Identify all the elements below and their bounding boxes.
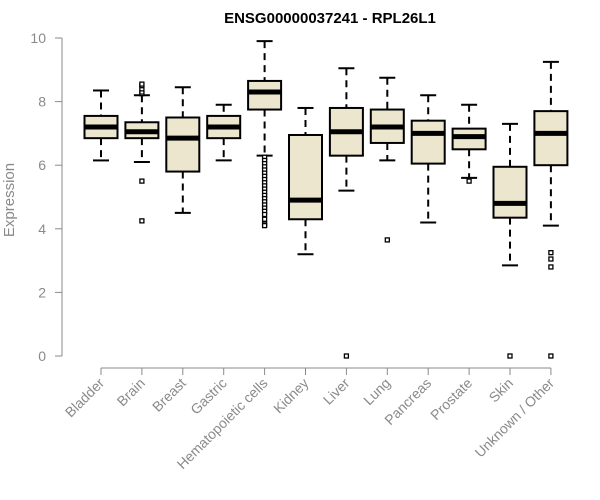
iqr-box [247, 79, 283, 111]
x-tick-label: Skin [486, 375, 517, 406]
x-tick-label: Breast [149, 375, 189, 415]
outlier-point [548, 249, 554, 256]
outlier-point [261, 211, 268, 218]
y-axis-label: Expression [1, 163, 18, 237]
box-pancreas [410, 94, 446, 224]
box-liver [328, 67, 364, 359]
outlier-point [261, 216, 268, 222]
box-brain [124, 81, 160, 224]
outlier-point [139, 218, 145, 224]
y-tick-label: 2 [38, 284, 46, 300]
box-hematopoietic-cells [247, 40, 283, 229]
y-tick-label: 6 [38, 157, 46, 173]
outlier-point [343, 353, 350, 359]
outlier-point [548, 353, 554, 359]
y-tick-label: 8 [38, 94, 46, 110]
iqr-box [533, 110, 569, 167]
iqr-box [410, 119, 446, 165]
chart-title: ENSG00000037241 - RPL26L1 [224, 10, 436, 27]
y-tick-label: 10 [30, 30, 46, 46]
box-bladder [83, 89, 119, 162]
x-tick-label: Bladder [62, 375, 108, 421]
box-kidney [288, 106, 323, 256]
box-prostate [451, 103, 487, 184]
outlier-point [507, 353, 513, 359]
iqr-box [288, 133, 323, 221]
outlier-point [139, 178, 145, 184]
box-gastric [206, 103, 242, 162]
iqr-box [492, 165, 528, 219]
x-tick-label: Prostate [427, 375, 475, 423]
x-tick-label: Lung [360, 375, 393, 408]
iqr-box [165, 116, 201, 173]
box-lung [369, 76, 405, 243]
outlier-point [548, 256, 554, 262]
box-breast [165, 86, 201, 214]
outlier-point [466, 178, 472, 184]
x-tick-label: Kidney [270, 375, 312, 417]
y-tick-label: 0 [38, 348, 46, 364]
outlier-point [261, 222, 268, 229]
outlier-point [548, 264, 554, 270]
x-tick-label: Liver [320, 375, 353, 408]
outlier-point [384, 237, 390, 243]
y-tick-label: 4 [38, 221, 46, 237]
box-skin [492, 122, 528, 359]
y-axis: 0 2 4 6 8 10 [30, 30, 63, 364]
boxes-group [83, 40, 569, 359]
outlier-point [139, 81, 145, 87]
x-tick-label: Brain [114, 375, 148, 409]
box-unknown-other [533, 60, 569, 359]
